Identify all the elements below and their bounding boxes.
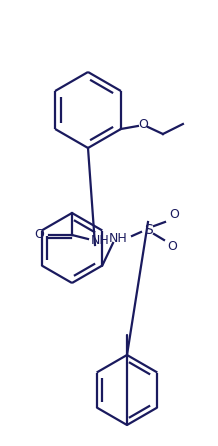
Text: O: O xyxy=(169,208,179,222)
Text: O: O xyxy=(167,240,177,253)
Text: O: O xyxy=(138,117,148,131)
Text: S: S xyxy=(144,223,152,237)
Text: O: O xyxy=(34,228,44,241)
Text: NH: NH xyxy=(91,234,109,247)
Text: NH: NH xyxy=(109,231,127,244)
